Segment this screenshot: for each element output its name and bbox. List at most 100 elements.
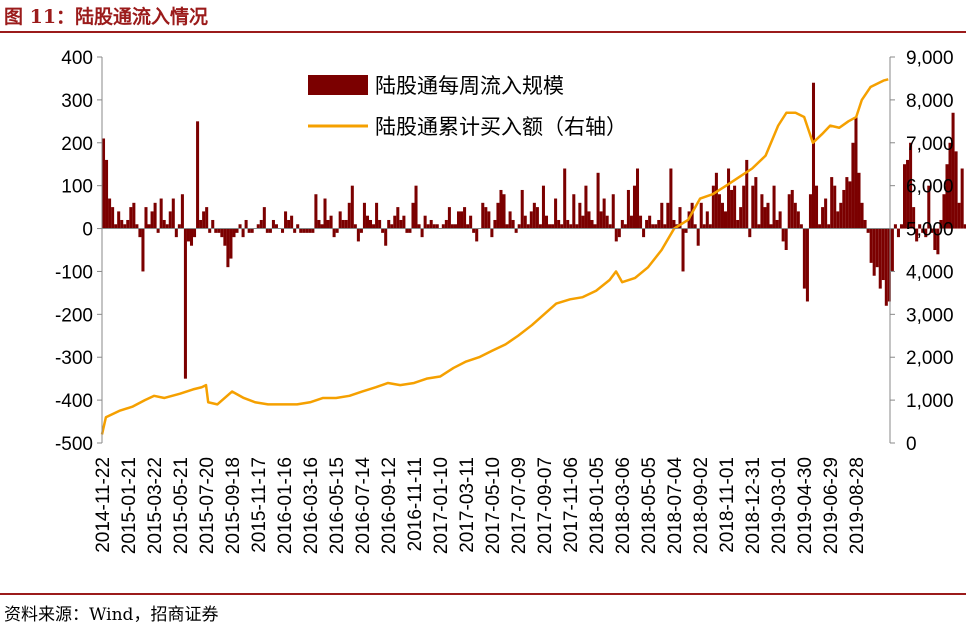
x-tick-label: 2018-01-05 (587, 457, 608, 554)
bar-series (102, 82, 966, 379)
flow-bar (639, 215, 643, 229)
flow-bar (860, 202, 864, 229)
x-tick-label: 2015-09-18 (223, 457, 244, 554)
x-tick-label: 2017-01-10 (431, 457, 452, 554)
flow-bar (150, 211, 154, 229)
flow-bar (241, 228, 245, 238)
flow-bar (827, 224, 831, 229)
flow-bar (766, 202, 770, 229)
flow-bar (787, 194, 791, 229)
flow-bar (290, 215, 294, 229)
flow-bar (912, 207, 916, 229)
flow-bar (271, 219, 275, 229)
flow-bar (645, 219, 649, 229)
flow-bar (317, 219, 321, 229)
flow-bar (684, 228, 688, 233)
flow-bar (781, 228, 785, 242)
flow-bar (739, 207, 743, 229)
flow-bar (796, 211, 800, 229)
flow-bar (105, 159, 109, 229)
flow-bar (180, 194, 184, 229)
flow-bar (763, 207, 767, 229)
flow-bar (587, 211, 591, 229)
flow-bar (890, 228, 894, 272)
flow-bar (608, 224, 612, 229)
flow-bar (642, 228, 646, 238)
x-tick-label: 2018-05-05 (639, 457, 660, 554)
legend-bar-swatch (308, 75, 368, 95)
flow-bar (532, 202, 536, 229)
flow-bar (678, 207, 682, 229)
flow-bar (186, 228, 190, 242)
right-axis-ticks: 9,000 8,000 7,000 6,000 5,000 4,000 3,000 2,000… (890, 48, 954, 455)
flow-bar (332, 228, 336, 238)
flow-bar (138, 228, 142, 238)
left-axis-ticks: 400 300 200 100 0 -100 -200 -300 -400 -500 (55, 48, 102, 455)
flow-bar (875, 228, 879, 268)
flow-bar (123, 224, 127, 229)
x-tick-label: 2016-09-12 (379, 457, 400, 554)
x-tick-label: 2015-05-21 (171, 457, 192, 554)
flow-bar (775, 219, 779, 229)
flow-bar (623, 224, 627, 229)
flow-bar (896, 228, 900, 238)
left-tick-label: 100 (61, 177, 93, 198)
flow-bar (159, 198, 163, 229)
flow-bar (793, 202, 797, 229)
x-tick-label: 2016-11-11 (405, 457, 426, 551)
flow-bar (717, 194, 721, 229)
flow-bar (906, 159, 910, 229)
flow-bar (602, 198, 606, 229)
flow-bar (384, 228, 388, 246)
x-tick-label: 2016-07-14 (353, 457, 374, 555)
flow-bar (359, 228, 363, 233)
flow-bar (945, 164, 949, 229)
flow-bar (102, 138, 106, 229)
flow-bar (493, 219, 497, 229)
flow-bar (818, 224, 822, 229)
flow-bar (611, 194, 615, 229)
flow-bar (714, 172, 718, 229)
flow-bar (772, 185, 776, 229)
flow-bar (605, 215, 609, 229)
flow-bar (857, 172, 861, 229)
flow-bar (757, 224, 761, 229)
flow-bar (365, 215, 369, 229)
footer-rule (0, 593, 966, 595)
flow-bar (848, 181, 852, 229)
flow-bar (842, 189, 846, 229)
flow-bar (805, 228, 809, 302)
flow-bar (299, 228, 303, 233)
flow-bar (329, 215, 333, 229)
flow-bar (199, 219, 203, 229)
flow-bar (323, 198, 327, 229)
x-tick-label: 2017-05-10 (483, 457, 504, 554)
flow-bar (463, 207, 467, 229)
flow-bar (617, 228, 621, 238)
flow-bar (456, 211, 461, 229)
flow-bar (132, 202, 136, 229)
flow-bar (120, 219, 124, 229)
flow-bar (596, 172, 600, 229)
flow-bar (196, 121, 200, 229)
flow-bar (723, 211, 728, 229)
flow-bar (144, 207, 148, 229)
flow-bar (924, 228, 928, 238)
flow-bar (930, 228, 934, 233)
flow-bar (699, 202, 703, 229)
flow-bar (730, 189, 734, 229)
flow-bar (960, 168, 964, 229)
flow-bar (511, 219, 515, 229)
flow-bar (460, 211, 464, 229)
flow-bar (235, 228, 239, 233)
flow-bar (353, 224, 357, 229)
flow-bar (378, 219, 382, 229)
flow-bar (247, 228, 251, 233)
flow-bar (705, 211, 709, 229)
legend: 陆股通每周流入规模 陆股通累计买入额（右轴） (308, 74, 627, 139)
flow-bar (544, 215, 549, 229)
flow-bar (223, 228, 227, 246)
left-tick-label: 200 (61, 134, 93, 155)
cumulative-line (100, 78, 889, 435)
left-tick-label: -400 (55, 391, 93, 412)
